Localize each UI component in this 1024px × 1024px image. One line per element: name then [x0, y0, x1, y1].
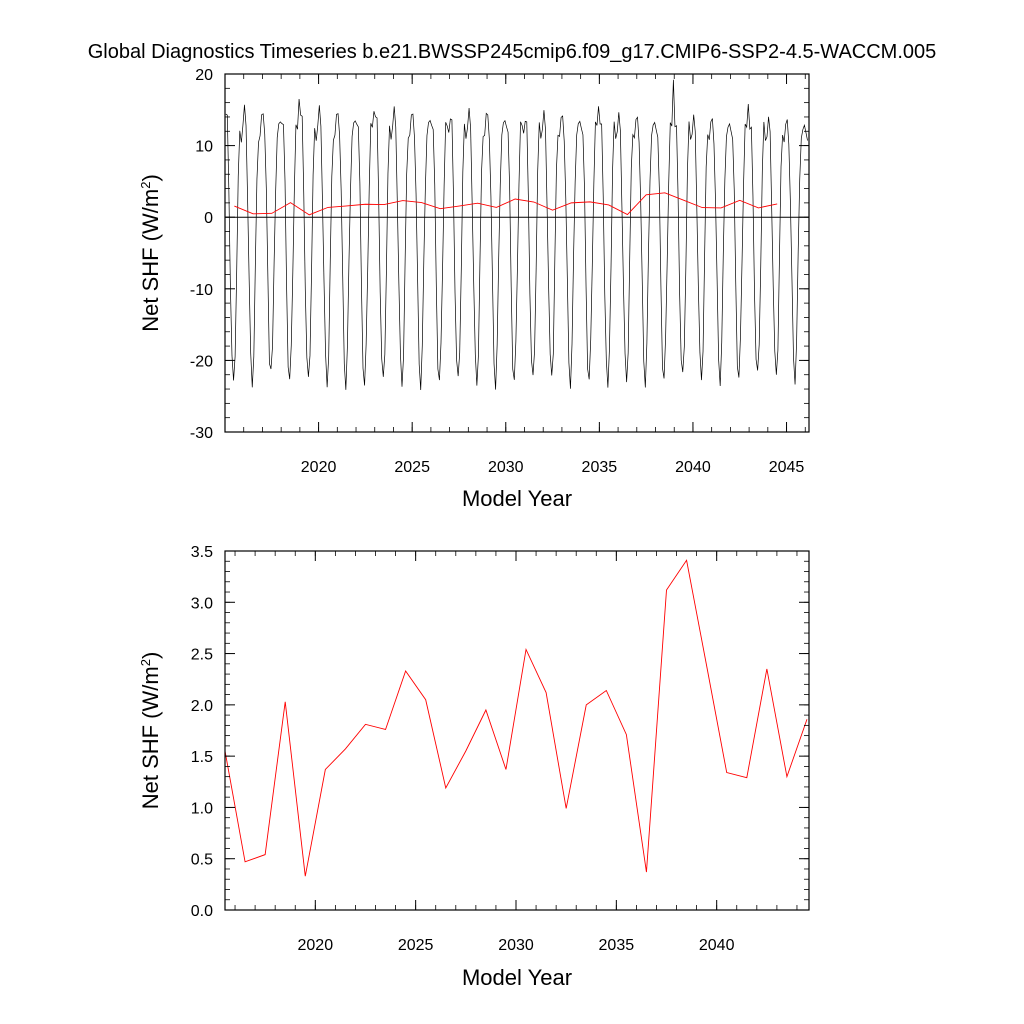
x-tick-label: 2035 — [582, 459, 618, 476]
x-tick-label: 2030 — [498, 937, 534, 954]
y-tick-label: 10 — [195, 139, 213, 156]
series-group — [225, 559, 808, 877]
y-tick-label: -20 — [190, 353, 213, 370]
plot-frame — [224, 550, 810, 911]
x-tick-label: 2035 — [599, 937, 635, 954]
x-tick-label: 2020 — [298, 937, 334, 954]
y-tick-label: 2.5 — [191, 647, 213, 664]
x-tick-label: 2025 — [398, 937, 434, 954]
y-tick-label: 1.0 — [191, 800, 213, 817]
y-axis-label: Net SHF (W/m2) — [138, 174, 163, 332]
y-tick-label: -30 — [190, 425, 213, 442]
y-tick-label: 20 — [195, 67, 213, 84]
y-tick-label: 0.0 — [191, 903, 213, 920]
top-panel: 2020 2025 2030 2035 2040 2045 -30 -20 -10 0 10 20 Mo… — [138, 67, 810, 511]
annual-mean-series-line — [225, 559, 808, 877]
x-axis-label: Model Year — [462, 965, 572, 990]
x-tick-label: 2020 — [301, 459, 337, 476]
x-tick-label: 2025 — [394, 459, 430, 476]
y-tick-label: 2.0 — [191, 698, 213, 715]
y-tick-label: 3.5 — [191, 544, 213, 561]
figure-title: Global Diagnostics Timeseries b.e21.BWSS… — [88, 41, 937, 63]
bottom-panel: 2020 2025 2030 2035 2040 0.0 0.5 1.0 1.5 2.0 2.5 3.… — [138, 544, 810, 990]
series-group — [225, 79, 808, 391]
y-tick-label: 3.0 — [191, 595, 213, 612]
y-tick-label: 1.5 — [191, 749, 213, 766]
x-tick-label: 2030 — [488, 459, 524, 476]
x-tick-label: 2040 — [675, 459, 711, 476]
x-tick-label: 2045 — [769, 459, 805, 476]
y-tick-label: 0.5 — [191, 852, 213, 869]
annual-mean-series-line — [234, 192, 778, 216]
monthly-series-line — [225, 79, 808, 391]
y-axis-label: Net SHF (W/m2) — [138, 652, 163, 810]
y-tick-label: -10 — [190, 282, 213, 299]
plot-frame — [224, 73, 810, 433]
x-axis-label: Model Year — [462, 486, 572, 511]
x-tick-label: 2040 — [699, 937, 735, 954]
y-tick-label: 0 — [204, 210, 213, 227]
